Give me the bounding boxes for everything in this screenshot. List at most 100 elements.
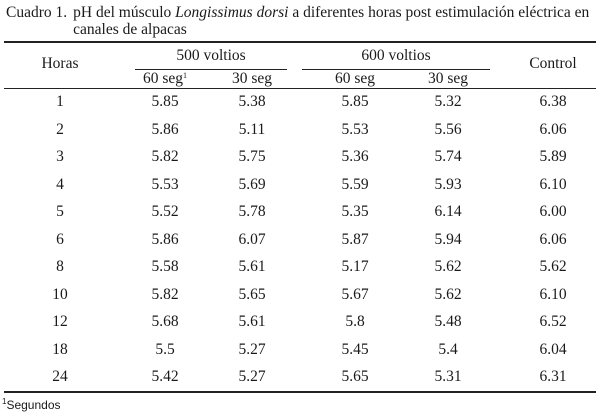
cell-hora: 18 (52, 340, 68, 358)
footnote-text: Segundos (6, 398, 61, 412)
cell-600-30: 5.74 (434, 148, 462, 165)
cell-600-60: 5.17 (341, 258, 369, 275)
group-600-underline (302, 69, 490, 70)
cell-control: 6.06 (539, 230, 567, 248)
cell-control: 6.10 (539, 285, 567, 303)
cell-500-60: 5.86 (151, 230, 179, 248)
cell-600-60: 5.35 (341, 203, 369, 220)
cell-600-60: 5.67 (341, 285, 369, 303)
cell-600-60: 5.85 (341, 93, 369, 110)
cell-control: 6.00 (539, 203, 567, 220)
header-control: Control (529, 55, 577, 72)
table-row: 3 5.82 5.75 5.36 5.74 5.89 (0, 148, 600, 166)
cell-hora: 10 (52, 285, 68, 303)
header-600-30seg: 30 seg (427, 70, 469, 87)
cell-hora: 5 (56, 203, 64, 220)
cell-600-60: 5.87 (341, 230, 369, 248)
cell-control: 6.52 (539, 313, 567, 330)
cell-500-60: 5.58 (151, 258, 179, 275)
table-row: 10 5.82 5.65 5.67 5.62 6.10 (0, 286, 600, 304)
cell-control: 6.06 (539, 120, 567, 138)
cell-hora: 2 (56, 120, 64, 138)
header-group-500: 500 voltios (176, 47, 246, 64)
cell-600-30: 5.32 (434, 93, 462, 110)
header-horas: Horas (41, 55, 79, 72)
cell-control: 6.04 (539, 340, 567, 358)
cell-control: 5.62 (539, 258, 567, 275)
cell-control: 6.31 (539, 368, 567, 385)
cell-hora: 4 (56, 175, 64, 193)
cell-500-30: 5.61 (238, 258, 266, 275)
footnote-marker: 1 (183, 71, 188, 80)
table-row: 6 5.86 6.07 5.87 5.94 6.06 (0, 231, 600, 249)
cell-600-60: 5.45 (341, 340, 369, 358)
cell-500-30: 6.07 (238, 230, 266, 248)
cell-hora: 8 (56, 258, 64, 275)
table-row: 4 5.53 5.69 5.59 5.93 6.10 (0, 176, 600, 194)
cell-500-30: 5.78 (238, 203, 266, 220)
cell-600-60: 5.8 (345, 313, 365, 330)
table-row: 12 5.68 5.61 5.8 5.48 6.52 (0, 313, 600, 331)
table-caption: Cuadro 1. pH del músculo Longissimus dor… (6, 4, 596, 38)
cell-500-60: 5.85 (151, 93, 179, 110)
caption-text-before: pH del músculo (73, 4, 176, 21)
cell-hora: 3 (56, 148, 64, 165)
table-row: 5 5.52 5.78 5.35 6.14 6.00 (0, 203, 600, 221)
cell-hora: 1 (56, 93, 64, 110)
cell-600-30: 5.62 (434, 285, 462, 303)
cell-600-60: 5.65 (341, 368, 369, 385)
cell-500-60: 5.82 (151, 285, 179, 303)
cell-600-30: 5.56 (434, 120, 462, 138)
cell-600-60: 5.59 (341, 175, 369, 193)
cell-hora: 6 (56, 230, 64, 248)
table-row: 8 5.58 5.61 5.17 5.62 5.62 (0, 258, 600, 276)
header-500-60seg-label: 60 seg (142, 70, 184, 87)
cell-500-30: 5.75 (238, 148, 266, 165)
header-500-30seg: 30 seg (231, 70, 273, 87)
caption-label: Cuadro 1. (6, 4, 68, 21)
header-bottom-rule (4, 88, 596, 89)
cell-500-60: 5.42 (151, 368, 179, 385)
cell-600-30: 5.4 (438, 340, 458, 358)
cell-500-30: 5.69 (238, 175, 266, 193)
cell-control: 6.38 (539, 93, 567, 110)
cell-600-30: 5.48 (434, 313, 462, 330)
caption-text-after: a diferentes horas post estimulación elé… (73, 4, 590, 38)
cell-600-30: 5.31 (434, 368, 462, 385)
table-row: 1 5.85 5.38 5.85 5.32 6.38 (0, 93, 600, 111)
header-500-60seg: 60 seg1 (125, 70, 205, 88)
cell-600-60: 5.36 (341, 148, 369, 165)
table-top-rule (4, 41, 596, 43)
cell-600-60: 5.53 (341, 120, 369, 138)
cell-500-30: 5.65 (238, 285, 266, 303)
table-row: 18 5.5 5.27 5.45 5.4 6.04 (0, 341, 600, 359)
cell-500-60: 5.52 (151, 203, 179, 220)
table-row: 24 5.42 5.27 5.65 5.31 6.31 (0, 368, 600, 386)
cell-600-30: 5.93 (434, 175, 462, 193)
table-bottom-rule (4, 391, 596, 393)
cell-hora: 12 (52, 313, 68, 330)
caption-species: Longissimus dorsi (175, 4, 289, 21)
cell-600-30: 5.94 (434, 230, 462, 248)
cell-500-30: 5.11 (238, 120, 266, 138)
cell-500-30: 5.61 (238, 313, 266, 330)
cell-control: 5.89 (539, 148, 567, 165)
cell-500-60: 5.53 (151, 175, 179, 193)
cell-600-30: 6.14 (434, 203, 462, 220)
header-group-600: 600 voltios (361, 47, 431, 64)
cell-500-60: 5.5 (155, 340, 175, 358)
cell-control: 6.10 (539, 175, 567, 193)
cell-500-30: 5.27 (238, 340, 266, 358)
cell-600-30: 5.62 (434, 258, 462, 275)
group-500-underline (135, 69, 287, 70)
cell-500-30: 5.27 (238, 368, 266, 385)
cell-500-60: 5.82 (151, 148, 179, 165)
cell-500-60: 5.86 (151, 120, 179, 138)
cell-500-30: 5.38 (238, 93, 266, 110)
table-row: 2 5.86 5.11 5.53 5.56 6.06 (0, 121, 600, 139)
header-600-60seg: 60 seg (334, 70, 376, 87)
cell-500-60: 5.68 (151, 313, 179, 330)
table-footnote: 1Segundos (2, 398, 61, 413)
cell-hora: 24 (52, 368, 68, 385)
caption-text: pH del músculo Longissimus dorsi a difer… (73, 4, 596, 38)
